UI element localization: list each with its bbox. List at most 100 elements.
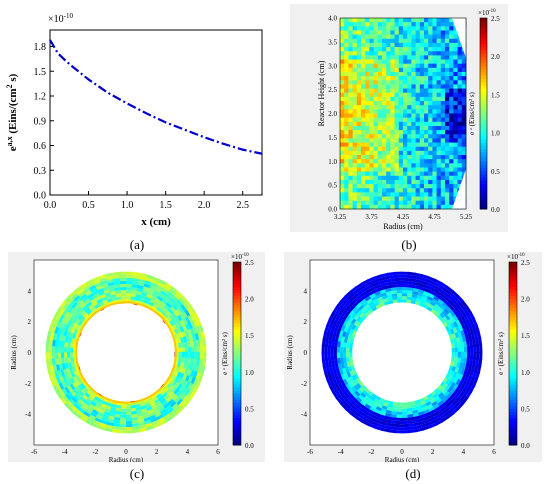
heatmap-cell [419, 34, 425, 40]
heatmap-cell [340, 22, 345, 27]
heatmap-cell [365, 150, 370, 156]
heatmap-cell [424, 51, 429, 56]
heatmap-cell [377, 38, 383, 44]
ring-cell [184, 316, 191, 324]
ring-cell [454, 342, 458, 348]
heatmap-cell [344, 18, 349, 23]
ring-cell [373, 301, 380, 307]
ring-cell [64, 380, 70, 388]
ring-cell [340, 380, 346, 388]
y-tick-label: 2 [28, 318, 32, 326]
heatmap-cell [436, 192, 442, 197]
heatmap-cell [361, 192, 366, 197]
heatmap-cell [403, 113, 408, 118]
heatmap-cell [390, 163, 395, 168]
heatmap-cell [403, 34, 408, 40]
ring-cell [126, 405, 132, 409]
heatmap-cell [344, 150, 349, 156]
heatmap-cell [382, 80, 387, 85]
ring-cell [385, 409, 393, 415]
ring-cell [190, 357, 194, 365]
heatmap-cell [436, 80, 442, 85]
ring-cell [338, 330, 344, 337]
heatmap-cell [432, 63, 437, 69]
colorbar-segment [509, 271, 517, 275]
heatmap-cell [394, 163, 400, 168]
heatmap-cell [390, 159, 395, 164]
heatmap-cell [390, 196, 395, 201]
heatmap-cell [348, 76, 353, 81]
heatmap-cell [419, 38, 425, 44]
heatmap-cell [424, 167, 429, 172]
ring-cell [200, 330, 206, 339]
heatmap-cell [382, 167, 387, 172]
colorbar-segment [509, 393, 517, 397]
ring-cell [437, 306, 444, 313]
ring-cell [99, 280, 108, 286]
colorbar-tick-label: 0.0 [491, 206, 500, 214]
ring-cell [402, 408, 408, 412]
heatmap-cell [449, 92, 454, 98]
heatmap-cell [373, 105, 379, 110]
heatmap-cell [348, 84, 353, 89]
heatmap-cell [361, 200, 366, 206]
heatmap-cell [424, 134, 429, 139]
ring-cell [168, 288, 176, 296]
heatmap-cell [369, 55, 374, 60]
heatmap-cell [386, 80, 391, 85]
ring-cell [176, 314, 183, 322]
colorbar-segment [509, 289, 517, 293]
heatmap-cell [457, 38, 463, 44]
ring-cell [125, 280, 133, 285]
heatmap-cell [340, 121, 345, 127]
heatmap-cell [377, 76, 383, 81]
heatmap-cell [407, 184, 412, 189]
ring-cell [168, 313, 175, 321]
ring-cell [337, 323, 343, 331]
heatmap-cell [390, 92, 395, 98]
colorbar-segment [233, 411, 241, 415]
ring-cell [472, 378, 478, 387]
heatmap-cell [415, 92, 421, 98]
ring-cell [401, 290, 408, 294]
colorbar-segment [480, 46, 487, 51]
heatmap-cell [449, 155, 454, 160]
heatmap-cell [398, 167, 404, 172]
heatmap-cell [407, 59, 412, 64]
heatmap-cell [348, 101, 353, 106]
heatmap-cell [340, 196, 345, 201]
ring-cell [110, 406, 117, 412]
ring-cell [445, 392, 453, 399]
ring-cell [357, 304, 365, 311]
ring-cell [414, 421, 422, 427]
heatmap-cell [377, 105, 383, 110]
heatmap-cell [411, 138, 416, 143]
ring-cell [158, 278, 167, 286]
heatmap-cell [440, 47, 446, 52]
heatmap-cell [403, 171, 408, 177]
ring-cell [362, 293, 370, 300]
heatmap-cell [348, 55, 353, 60]
colorbar-segment [233, 262, 241, 266]
ring-cell [349, 352, 353, 358]
ring-cell [471, 325, 477, 334]
heatmap-cell [411, 171, 416, 177]
ring-cell [341, 331, 347, 338]
heatmap-cell [340, 200, 345, 206]
heatmap-cell [453, 26, 458, 31]
heatmap-cell [356, 26, 362, 31]
heatmap-cell [415, 146, 421, 152]
ring-cell [373, 411, 381, 418]
heatmap-cell [390, 184, 395, 189]
heatmap-cell [382, 30, 387, 35]
heatmap-cell [365, 47, 370, 52]
heatmap-cell [352, 134, 358, 139]
ring-cell [81, 296, 89, 303]
heatmap-cell [386, 155, 391, 160]
ring-cell [337, 335, 342, 343]
heatmap-cell [445, 130, 450, 135]
ring-cell [375, 406, 383, 412]
x-axis-label: x (cm) [141, 216, 171, 228]
heatmap-cell [382, 155, 387, 160]
heatmap-cell [428, 113, 433, 118]
